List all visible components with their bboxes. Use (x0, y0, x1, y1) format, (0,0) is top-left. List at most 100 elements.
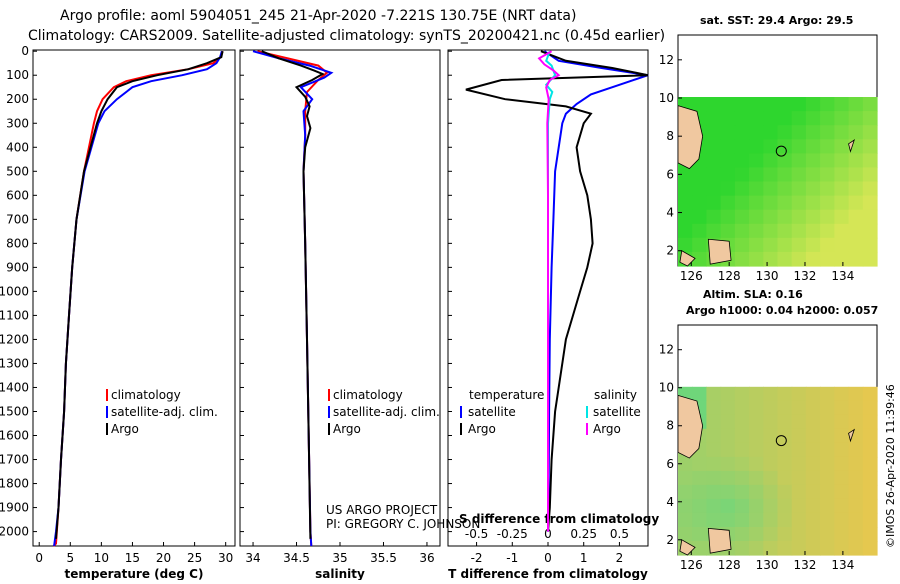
x-tick-label: 0 (35, 551, 43, 565)
series-satellite-adj-clim- (53, 50, 223, 547)
map-cell (763, 386, 779, 402)
map-cell (692, 251, 707, 267)
legend-sal-climatology-label: climatology (333, 388, 403, 402)
lat-tick-label: 8 (666, 419, 674, 433)
legend-sal-satellite-swatch (328, 406, 330, 418)
map-cell (862, 223, 878, 239)
map-cell (678, 512, 693, 528)
legend-sal-argo-label: Argo (333, 422, 361, 436)
salinity-profile-plot: 34 34.5 35 35.5 36 salinity (239, 49, 441, 581)
map-cell (763, 195, 779, 211)
map-cell (791, 125, 807, 140)
map-cell (734, 498, 750, 514)
map-cell (805, 400, 821, 416)
map-cell (692, 386, 707, 402)
legend-sal-argo-label2: Argo (593, 422, 621, 436)
map-cell (805, 111, 821, 126)
lat-tick-label: 6 (666, 457, 674, 471)
legend-sal-argo-swatch (586, 423, 588, 435)
map-cell (749, 498, 764, 514)
map-cell (734, 209, 750, 225)
map-cell (749, 97, 764, 112)
map-cell (862, 527, 878, 542)
map-cell (834, 209, 850, 225)
map-cell (805, 386, 821, 402)
map-cell (777, 498, 793, 514)
map-cell (820, 139, 835, 154)
y-tick-label: 700 (6, 212, 29, 226)
map-cell (805, 125, 821, 140)
legend-climatology-swatch (106, 389, 108, 401)
map-cell (791, 442, 807, 458)
x-tick-label: 34 (245, 551, 260, 565)
map-cell (777, 223, 793, 239)
map-cell (763, 400, 779, 416)
y-tick-label: 1800 (0, 477, 29, 491)
map-cell (834, 195, 850, 211)
map-cell (749, 195, 764, 211)
map-cell (862, 153, 878, 169)
x-tick-label: -1 (506, 551, 518, 565)
map-cell (777, 237, 793, 253)
y-tick-label: 1300 (0, 356, 29, 370)
map-cell (720, 456, 736, 472)
map-cell (791, 209, 807, 225)
map-cell (734, 470, 750, 486)
map-cell (820, 195, 835, 211)
lat-tick-label: 12 (659, 53, 674, 67)
x-tick-label: 35 (332, 551, 347, 565)
map-cell (848, 541, 864, 556)
legend-sal-climatology-swatch (328, 389, 330, 401)
map-cell (763, 111, 779, 126)
lon-tick-label: 130 (756, 269, 779, 283)
mindanao-land (677, 394, 704, 459)
map-cell (692, 97, 707, 112)
map-cell (848, 125, 864, 140)
map-cell (862, 237, 878, 253)
map-cell (734, 97, 750, 112)
map-cell (805, 414, 821, 430)
y-tick-label: 300 (6, 116, 29, 130)
map-cell (777, 125, 793, 140)
y-tick-label: 1900 (0, 501, 29, 515)
lat-tick-label: 4 (666, 495, 674, 509)
y-tick-label: 200 (6, 92, 29, 106)
map-cell (791, 414, 807, 430)
map-cell (805, 209, 821, 225)
map-cell (820, 428, 835, 444)
legend-temperature-heading: temperature (469, 388, 544, 402)
map-cell (763, 527, 779, 542)
map-cell (734, 153, 750, 169)
map-cell (848, 386, 864, 402)
map-cell (706, 209, 722, 225)
map-cell (791, 541, 807, 556)
map-cell (706, 414, 722, 430)
map-cell (749, 400, 764, 416)
map-cell (777, 153, 793, 169)
map-cell (706, 181, 722, 197)
map-cell (820, 442, 835, 458)
map-cell (777, 139, 793, 154)
credit-pi: PI: GREGORY C. JOHNSON (326, 517, 480, 531)
map-cell (791, 223, 807, 239)
map-cell (734, 400, 750, 416)
map-cell (734, 386, 750, 402)
map-cell (749, 125, 764, 140)
map-cell (834, 442, 850, 458)
map-cell (848, 223, 864, 239)
map-cell (692, 512, 707, 528)
y-tick-label: 900 (6, 260, 29, 274)
lon-tick-label: 134 (831, 269, 854, 283)
map-cell (805, 181, 821, 197)
map-cell (763, 251, 779, 267)
map-cell (678, 470, 693, 486)
map-cell (692, 484, 707, 500)
x-tick-label: 15 (125, 551, 140, 565)
map-cell (848, 153, 864, 169)
map-cell (791, 386, 807, 402)
legend-salinity-heading: salinity (594, 388, 637, 402)
y-tick-label: 100 (6, 68, 29, 82)
map-cell (834, 167, 850, 183)
map-cell (805, 541, 821, 556)
